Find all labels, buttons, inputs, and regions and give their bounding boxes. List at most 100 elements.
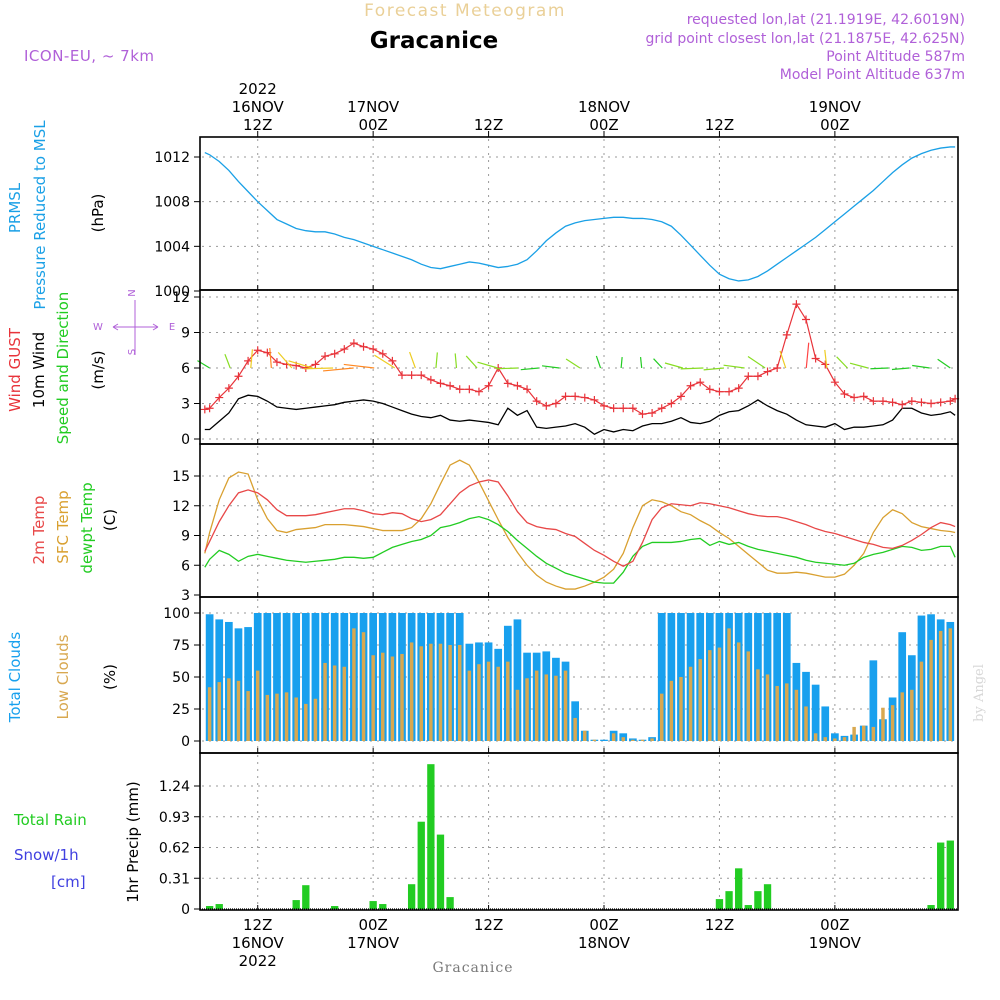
rain-bar [427, 764, 435, 909]
gust-marker [436, 379, 445, 388]
low-cloud-bar [332, 665, 337, 741]
low-cloud-bar [554, 675, 558, 741]
gust-marker [763, 367, 772, 376]
rain-bar [369, 901, 377, 909]
pressure-unit: (hPa) [89, 194, 107, 233]
top-time-label: 00Z [820, 116, 849, 134]
low-cloud-bar [910, 689, 914, 741]
gust-marker [657, 404, 666, 413]
gust-marker [474, 387, 483, 396]
wind-arrow [779, 350, 787, 369]
precip-unit: 1hr Precip (mm) [124, 781, 142, 902]
rain-bar [292, 900, 300, 909]
wind-arrow [374, 354, 396, 369]
gust-marker [455, 385, 464, 394]
total-cloud-bar [869, 660, 878, 741]
low-cloud-bar [736, 642, 741, 741]
wind-arrow [343, 363, 375, 369]
low-cloud-bar [785, 683, 789, 741]
gust-marker [821, 360, 830, 369]
wind-unit: (m/s) [89, 350, 107, 389]
wind-y-tick-label: 3 [181, 397, 190, 413]
bottom-time-label: 12Z [474, 916, 503, 934]
low-cloud-bar [679, 677, 683, 741]
low-cloud-bar [352, 628, 356, 741]
rain-label: Total Rain [13, 811, 87, 829]
temp2m-label: 2m Temp [30, 496, 48, 565]
gust-marker [369, 345, 378, 354]
low-cloud-bar [419, 646, 423, 741]
precip-bars [205, 764, 954, 909]
gust-marker [792, 300, 801, 309]
top-time-label: 2022 [239, 80, 277, 98]
low-cloud-bar [727, 628, 731, 741]
total-cloud-bar [898, 632, 907, 741]
wind-arrow [541, 365, 560, 369]
wind-arrow [323, 367, 354, 372]
gust-marker [503, 379, 512, 388]
low-cloud-bar [381, 652, 385, 741]
low-cloud-bar [429, 643, 433, 741]
gust-marker [850, 393, 859, 402]
point-altitude: Point Altitude 587m [826, 49, 965, 65]
snow-unit: [cm] [51, 873, 86, 891]
bottom-time-label: 16NOV [232, 934, 285, 952]
sfc-temp-label: SFC Temp [54, 490, 72, 563]
low-cloud-bar [236, 680, 241, 741]
low-cloud-bar [496, 666, 500, 741]
rain-bar [725, 891, 733, 909]
gust-marker [648, 408, 657, 417]
low-cloud-bar [881, 707, 885, 741]
precip-y-tick-label: 0.31 [159, 871, 190, 887]
watermark: by Angel [972, 664, 987, 722]
bottom-time-label: 18NOV [578, 934, 631, 952]
requested-coords: requested lon,lat (21.1919E, 42.6019N) [687, 12, 965, 28]
gust-marker [917, 398, 926, 407]
total-cloud-bar [782, 613, 791, 741]
low-cloud-bar [409, 642, 414, 741]
temp-unit: (C) [101, 509, 119, 531]
precip-y-tick-label: 1.24 [159, 779, 190, 795]
wind-arrow [836, 356, 848, 369]
low-cloud-bar [515, 689, 520, 741]
gust-marker [359, 342, 368, 351]
top-time-label: 12Z [474, 116, 503, 134]
total-cloud-bar [263, 613, 272, 741]
gust-marker [465, 385, 474, 394]
low-cloud-bar [804, 706, 808, 741]
low-cloud-bar [467, 670, 472, 741]
low-cloud-bar [659, 693, 664, 741]
rain-bar [407, 884, 416, 909]
precip-y-tick-label: 0.62 [159, 841, 190, 857]
total-cloud-bar [273, 613, 281, 741]
temp-y-tick-label: 12 [172, 499, 190, 515]
gust-marker [898, 400, 907, 409]
wind-arrow [477, 361, 498, 369]
bottom-time-label: 00Z [820, 916, 849, 934]
wind-arrow [269, 347, 272, 369]
gust-marker [301, 364, 310, 372]
gust-marker [378, 349, 387, 358]
bottom-time-label: 12Z [243, 916, 272, 934]
wind-gust-line [204, 302, 956, 415]
gust-marker [398, 371, 407, 380]
low-cloud-bar [717, 647, 722, 741]
wind-arrow [870, 367, 889, 370]
wind10-label: 10m Wind [30, 332, 48, 408]
gust-marker [417, 371, 426, 380]
wind-arrow [250, 349, 253, 369]
low-cloud-bar [938, 630, 943, 741]
gust-marker [330, 349, 339, 358]
low-clouds-label: Low Clouds [54, 634, 72, 719]
low-cloud-bar [457, 645, 462, 741]
rain-bar [715, 899, 724, 909]
total-cloud-bar [292, 613, 301, 741]
gust-marker [696, 378, 705, 387]
low-cloud-bar [833, 738, 837, 741]
gust-marker [802, 315, 811, 324]
wind-dir-label: Speed and Direction [54, 292, 72, 445]
gust-marker [590, 395, 599, 404]
top-time-label: 12Z [705, 116, 734, 134]
grid-point-coords: grid point closest lon,lat (21.1875E, 42… [645, 31, 965, 47]
rain-bar [302, 885, 310, 909]
